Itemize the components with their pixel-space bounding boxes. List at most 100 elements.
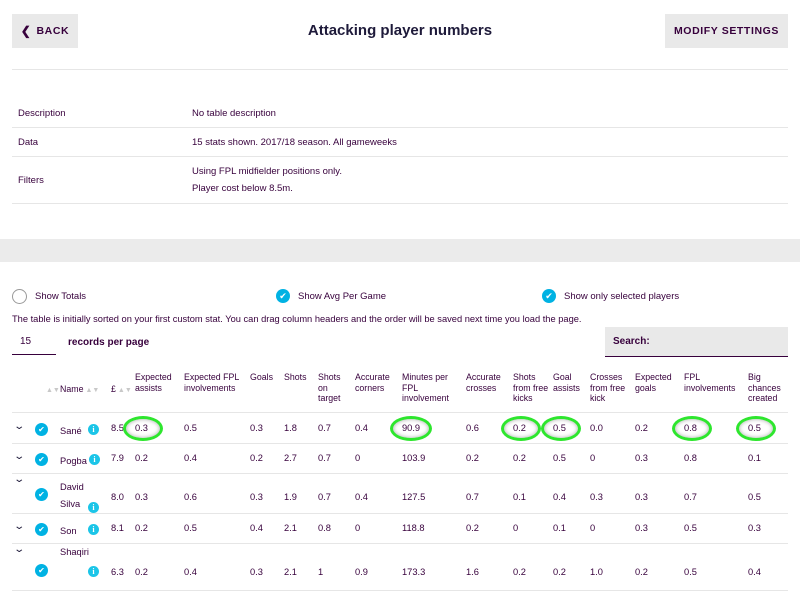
table-cell: 0.0 (590, 423, 603, 433)
table-cell: 0.3 (748, 523, 761, 533)
expand-caret-icon[interactable]: ⌄ (13, 421, 26, 432)
sort-icon[interactable]: ▲▼ (46, 387, 60, 394)
table-cell: 2.1 (284, 567, 297, 577)
table-cell: 0.5 (553, 453, 566, 463)
filters-line-2: Player cost below 8.5m. (192, 183, 293, 194)
table-cell: 0.8 (318, 523, 331, 533)
table-cell: 0.5 (748, 492, 761, 502)
row-select-checkbox[interactable]: ✔ (35, 523, 48, 536)
data-row: Data 15 stats shown. 2017/18 season. All… (12, 127, 788, 157)
show-selected-label: Show only selected players (564, 290, 680, 302)
table-cell: 1.9 (284, 492, 297, 502)
table-cell: 0 (590, 523, 596, 533)
highlight-circle (390, 416, 432, 441)
table-cell: 0 (513, 523, 519, 533)
description-value: No table description (192, 108, 276, 119)
table-cell: 1.6 (466, 567, 479, 577)
column-header[interactable]: Shots on target (318, 372, 350, 404)
column-header-label: Shots from free kicks (513, 372, 549, 403)
table-cell: 6.3 (111, 567, 124, 577)
column-header-label: Shots (284, 372, 307, 382)
column-header-label: Expected FPL involvements (184, 372, 239, 393)
expand-caret-icon[interactable]: ⌄ (13, 521, 26, 532)
info-icon[interactable]: i (88, 566, 99, 577)
show-selected-toggle[interactable]: ✔ Show only selected players (542, 289, 679, 303)
info-icon[interactable]: i (88, 424, 99, 435)
table-cell: 0.2 (250, 453, 263, 463)
column-header[interactable]: Shots (284, 372, 314, 383)
show-totals-toggle[interactable]: Show Totals (12, 289, 86, 304)
table-cell: 0.4 (184, 567, 197, 577)
check-icon: ✔ (542, 289, 556, 303)
info-icon[interactable]: i (89, 454, 100, 465)
column-header[interactable]: Accurate crosses (466, 372, 508, 393)
check-icon: ✔ (276, 289, 290, 303)
filters-row: Filters Using FPL midfielder positions o… (12, 156, 788, 204)
row-select-checkbox[interactable]: ✔ (35, 564, 48, 577)
column-header[interactable]: Big chances created (748, 372, 793, 404)
data-value: 15 stats shown. 2017/18 season. All game… (192, 137, 397, 148)
back-button[interactable]: ❮ BACK (12, 14, 78, 48)
table-cell: 0.5 (184, 423, 197, 433)
expand-caret-icon[interactable]: ⌄ (13, 474, 26, 485)
highlight-circle (541, 416, 581, 441)
table-cell: 0.3 (635, 453, 648, 463)
column-header[interactable]: Crosses from free kick (590, 372, 630, 404)
show-totals-label: Show Totals (35, 291, 87, 302)
row-select-checkbox[interactable]: ✔ (35, 488, 48, 501)
table-cell: 2.1 (284, 523, 297, 533)
table-cell: 0.5 (184, 523, 197, 533)
column-header-label: Goals (250, 372, 273, 382)
show-avg-toggle[interactable]: ✔ Show Avg Per Game (276, 289, 386, 303)
table-cell: 0.2 (635, 423, 648, 433)
column-header[interactable]: £ ▲▼ (111, 384, 132, 397)
row-select-checkbox[interactable]: ✔ (35, 423, 48, 436)
column-header-label: Goal assists (553, 372, 580, 393)
table-cell: 0.3 (250, 423, 263, 433)
row-divider (12, 473, 788, 474)
table-cell: 0.1 (748, 453, 761, 463)
table-cell: 0.6 (184, 492, 197, 502)
info-icon[interactable]: i (88, 524, 99, 535)
column-header-label: Expected assists (135, 372, 172, 393)
player-name: Son (60, 526, 77, 536)
expand-caret-icon[interactable]: ⌄ (13, 451, 26, 462)
highlight-circle (736, 416, 776, 441)
row-select-checkbox[interactable]: ✔ (35, 453, 48, 466)
table-cell: 173.3 (402, 567, 426, 577)
column-header[interactable]: Accurate corners (355, 372, 397, 393)
column-header[interactable]: Name ▲▼ (60, 384, 100, 397)
column-header[interactable]: Expected goals (635, 372, 679, 393)
column-header[interactable]: Goals (250, 372, 282, 383)
player-name: Sané (60, 426, 82, 436)
column-header-label: Big chances created (748, 372, 781, 403)
table-cell: 0 (590, 453, 596, 463)
column-header[interactable]: Minutes per FPL involvement (402, 372, 462, 404)
column-header[interactable]: Goal assists (553, 372, 587, 393)
column-header[interactable]: Expected FPL involvements (184, 372, 244, 393)
records-per-page-input[interactable]: 15 (12, 329, 56, 355)
section-band (0, 239, 800, 262)
table-cell: 0.3 (135, 492, 148, 502)
table-cell: 0.2 (513, 567, 526, 577)
info-icon[interactable]: i (88, 502, 99, 513)
table-cell: 0.4 (250, 523, 263, 533)
table-cell: 0.6 (466, 423, 479, 433)
column-header[interactable]: Shots from free kicks (513, 372, 549, 404)
table-cell: 8.0 (111, 492, 124, 502)
search-input[interactable]: Search: (605, 327, 788, 357)
table-cell: 0.3 (250, 492, 263, 502)
table-cell: 0.2 (466, 523, 479, 533)
table-cell: 0.3 (250, 567, 263, 577)
table-cell: 0 (355, 453, 361, 463)
modify-settings-button[interactable]: MODIFY SETTINGS (665, 14, 788, 48)
column-header-label: Expected goals (635, 372, 672, 393)
table-cell: 0.5 (684, 567, 697, 577)
column-header[interactable]: FPL involvements (684, 372, 742, 393)
column-header[interactable]: Expected assists (135, 372, 180, 393)
expand-caret-icon[interactable]: ⌄ (13, 544, 26, 555)
table-cell: 0.7 (318, 492, 331, 502)
table-cell: 118.8 (402, 523, 425, 533)
table-cell: 0.3 (590, 492, 603, 502)
table-cell: 0 (355, 523, 361, 533)
